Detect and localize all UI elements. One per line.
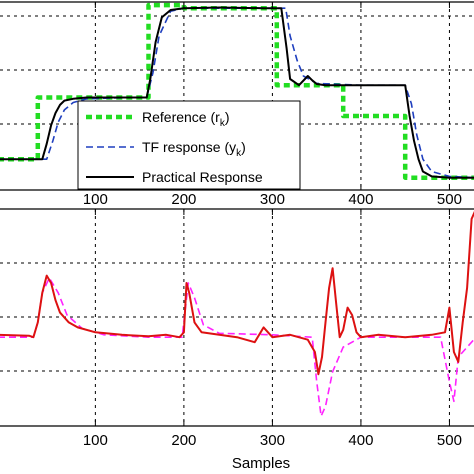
x-tick-label: 400 [348,432,373,449]
legend-entry: TF response (yk) [142,139,246,159]
x-tick-label: 300 [260,191,285,208]
x-tick-label: 300 [260,432,285,449]
legend-suffix: ) [225,109,230,125]
legend-label: Practical Response [142,169,263,185]
series-line-1-0 [0,277,474,417]
x-tick-label: 200 [171,432,196,449]
legend-subscript: k [236,148,242,159]
x-tick-label: 500 [437,432,462,449]
x-tick-label: 400 [348,191,373,208]
x-tick-label: 100 [83,191,108,208]
legend-label: TF response (y [142,139,236,155]
legend-entry: Reference (rk) [142,109,229,129]
legend-entry: Practical Response [142,169,263,185]
x-axis-label: Samples [232,455,290,472]
x-tick-label: 100 [83,432,108,449]
series-line-1-1 [0,211,474,376]
legend-subscript: k [220,118,226,129]
series-line-practical-response [0,6,474,179]
x-tick-label: 500 [437,191,462,208]
legend: Reference (rk)TF response (yk)Practical … [77,100,301,190]
bottom-chart-panel: 100 200 300 400 500 [0,208,474,449]
legend-label: Reference (r [142,109,220,125]
legend-suffix: ) [241,139,246,155]
x-tick-label: 200 [171,191,196,208]
